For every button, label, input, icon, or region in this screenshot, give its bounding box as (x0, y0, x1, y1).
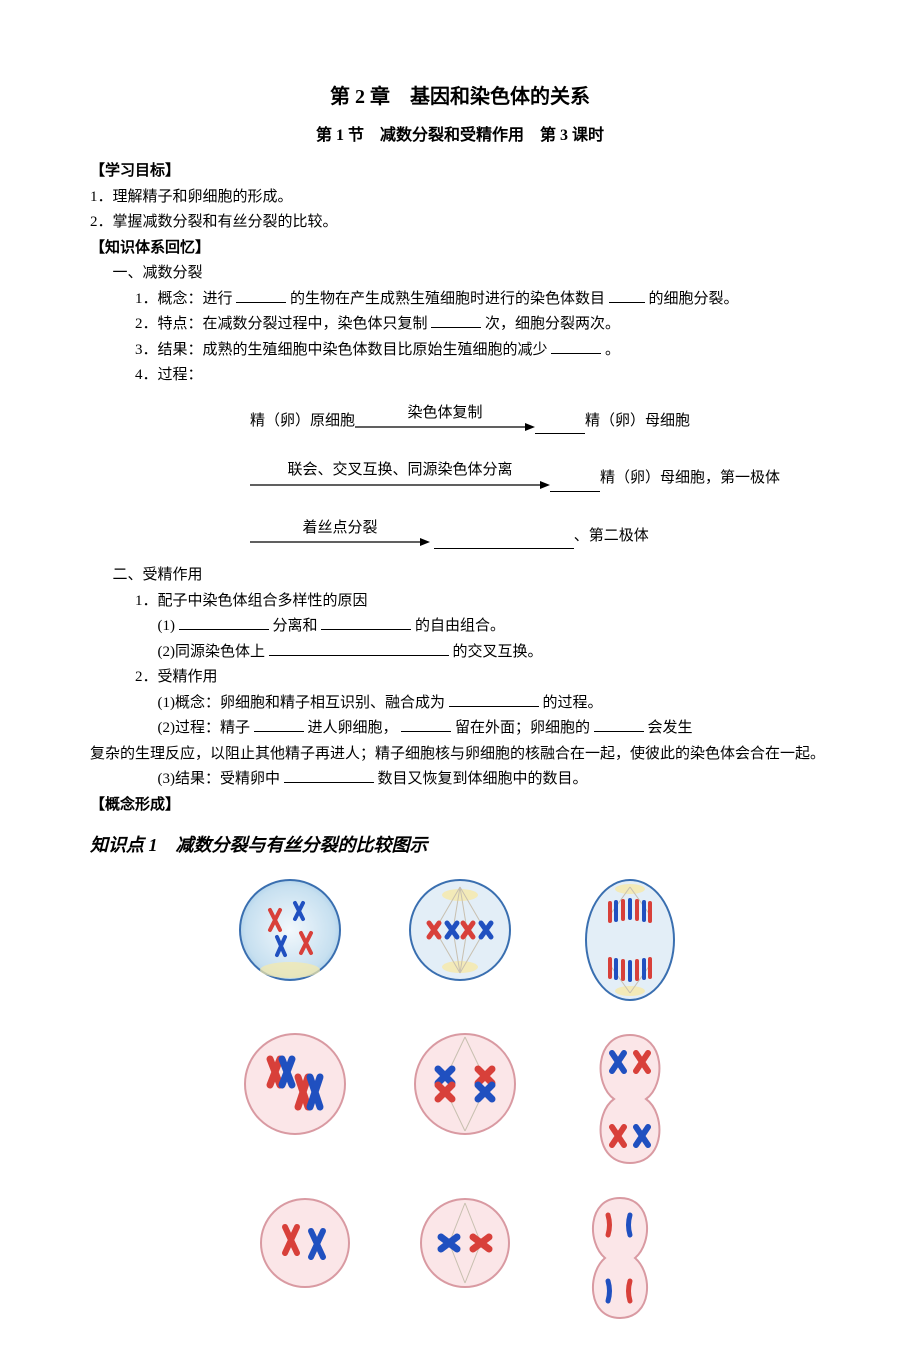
cell-row-1 (235, 875, 685, 1005)
text: 2．特点：在减数分裂过程中，染色体只复制 (135, 316, 428, 332)
flow-a-left: 精（卵）原细胞 (250, 409, 355, 435)
blank (284, 767, 374, 783)
blank (179, 614, 269, 630)
objective-2: 2．掌握减数分裂和有丝分裂的比较。 (90, 210, 830, 236)
text: 数目又恢复到体细胞中的数目。 (378, 771, 588, 787)
text: (2)同源染色体上 (158, 644, 266, 660)
sec2-h1: 1．配子中染色体组合多样性的原因 (90, 589, 830, 615)
flow-step-c: 着丝点分裂 、第二极体 (90, 510, 830, 550)
cell-meiosis2-prophase (255, 1193, 355, 1293)
blank (550, 476, 600, 492)
text: 的过程。 (543, 695, 603, 711)
blank (236, 287, 286, 303)
text: (3)结果：受精卵中 (158, 771, 281, 787)
text: 进人卵细胞， (308, 720, 398, 736)
sec2-line3: (1)概念：卵细胞和精子相互识别、融合成为 的过程。 (90, 691, 830, 717)
text: 1．概念：进行 (135, 291, 233, 307)
blank (321, 614, 411, 630)
cell-meiosis1-prophase (240, 1029, 350, 1139)
blank (535, 418, 585, 434)
blank (594, 716, 644, 732)
cell-meiosis1-anaphase (580, 1029, 680, 1169)
flow-b-right: 精（卵）母细胞，第一极体 (600, 466, 780, 492)
blank (401, 716, 451, 732)
flow-c-right: 、第二极体 (574, 524, 649, 550)
concept-heading: 【概念形成】 (90, 793, 830, 819)
flow-c-label: 着丝点分裂 (250, 516, 430, 542)
cell-row-3 (255, 1193, 665, 1323)
blank (609, 287, 645, 303)
text: 的交叉互换。 (453, 644, 543, 660)
text: (2)过程：精子 (158, 720, 251, 736)
text: 的生物在产生成熟生殖细胞时进行的染色体数目 (290, 291, 605, 307)
flow-a-right: 精（卵）母细胞 (585, 409, 690, 435)
review-heading: 【知识体系回忆】 (90, 236, 830, 262)
cell-meiosis2-metaphase (415, 1193, 515, 1293)
cell-mitosis-anaphase (575, 875, 685, 1005)
review-sec2-title: 二、受精作用 (90, 563, 830, 589)
review-sec1-title: 一、减数分裂 (90, 261, 830, 287)
cell-meiosis1-metaphase (410, 1029, 520, 1139)
blank (434, 533, 574, 549)
blank (254, 716, 304, 732)
sec2-line2: (2)同源染色体上 的交叉互换。 (90, 640, 830, 666)
text: 。 (605, 342, 620, 358)
sec2-line4: (2)过程：精子 进人卵细胞， 留在外面；卵细胞的 会发生 (90, 716, 830, 742)
cell-row-2 (240, 1029, 680, 1169)
review-item-2: 2．特点：在减数分裂过程中，染色体只复制 次，细胞分裂两次。 (90, 312, 830, 338)
text: 次，细胞分裂两次。 (485, 316, 620, 332)
cell-meiosis2-anaphase (575, 1193, 665, 1323)
blank (449, 691, 539, 707)
knowledge-point-1: 知识点 1 减数分裂与有丝分裂的比较图示 (90, 830, 830, 861)
cell-mitosis-prophase (235, 875, 345, 985)
text: 分离和 (273, 618, 318, 634)
text: 的自由组合。 (415, 618, 505, 634)
review-item-3: 3．结果：成熟的生殖细胞中染色体数目比原始生殖细胞的减少 。 (90, 338, 830, 364)
review-item-4: 4．过程： (90, 363, 830, 389)
text: 留在外面；卵细胞的 (455, 720, 590, 736)
text: 会发生 (648, 720, 693, 736)
blank (551, 338, 601, 354)
blank (269, 640, 449, 656)
text: 的细胞分裂。 (649, 291, 739, 307)
sec2-h2: 2．受精作用 (90, 665, 830, 691)
section-title: 第 1 节 减数分裂和受精作用 第 3 课时 (90, 122, 830, 149)
chapter-title: 第 2 章 基因和染色体的关系 (90, 80, 830, 114)
blank (431, 312, 481, 328)
flow-a-label: 染色体复制 (355, 401, 535, 427)
review-item-1: 1．概念：进行 的生物在产生成熟生殖细胞时进行的染色体数目 的细胞分裂。 (90, 287, 830, 313)
sec2-line4b: 复杂的生理反应，以阻止其他精子再进人；精子细胞核与卵细胞的核融合在一起，使彼此的… (90, 742, 830, 768)
text: (1) (158, 618, 176, 634)
sec2-line5: (3)结果：受精卵中 数目又恢复到体细胞中的数目。 (90, 767, 830, 793)
flow-step-b: 联会、交叉互换、同源染色体分离 精（卵）母细胞，第一极体 (90, 452, 830, 492)
flow-step-a: 精（卵）原细胞 染色体复制 精（卵）母细胞 (90, 395, 830, 435)
objective-1: 1．理解精子和卵细胞的形成。 (90, 185, 830, 211)
text: (1)概念：卵细胞和精子相互识别、融合成为 (158, 695, 446, 711)
objectives-heading: 【学习目标】 (90, 159, 830, 185)
sec2-line1: (1) 分离和 的自由组合。 (90, 614, 830, 640)
cell-comparison-grid (90, 875, 830, 1323)
flow-b-label: 联会、交叉互换、同源染色体分离 (250, 458, 550, 484)
cell-mitosis-metaphase (405, 875, 515, 985)
text: 3．结果：成熟的生殖细胞中染色体数目比原始生殖细胞的减少 (135, 342, 548, 358)
